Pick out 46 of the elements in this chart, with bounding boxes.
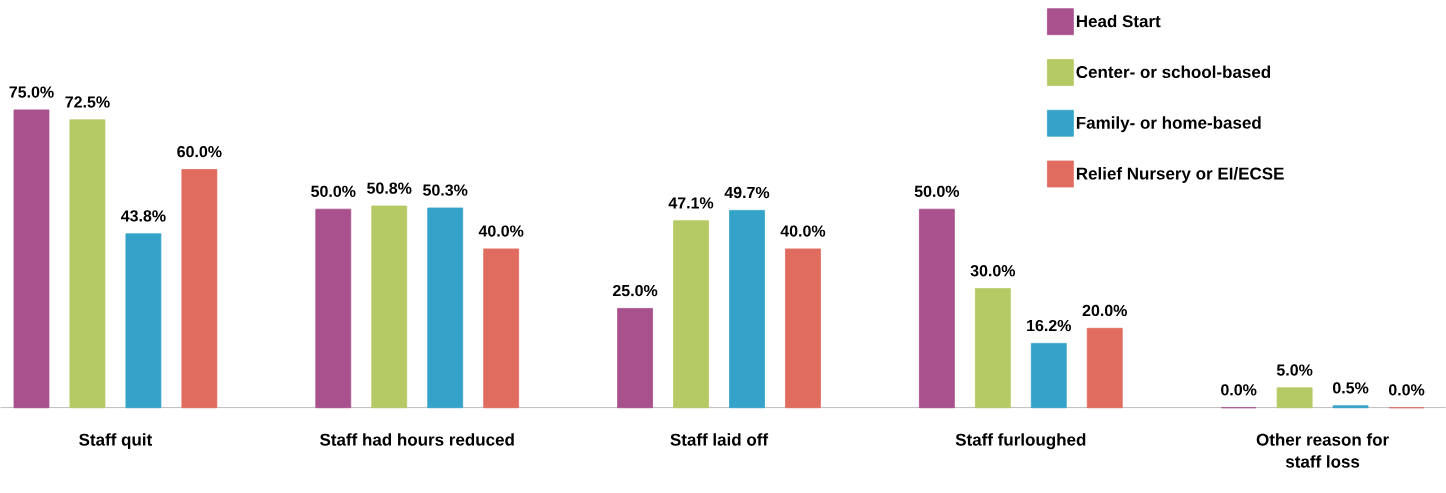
bar <box>785 248 821 409</box>
data-label: 75.0% <box>9 86 54 98</box>
data-label: 50.8% <box>367 182 412 194</box>
data-label: 5.0% <box>1276 364 1313 376</box>
bar <box>729 210 765 409</box>
bar <box>315 208 352 409</box>
legend-label: Head Start <box>1076 14 1161 28</box>
data-label: 43.8% <box>120 210 166 222</box>
data-label: 25.0% <box>612 285 658 297</box>
x-tick-label: Staff furloughed <box>955 433 1086 450</box>
bar <box>1030 343 1067 409</box>
bar <box>617 308 653 409</box>
data-label: 50.3% <box>423 184 468 196</box>
data-label: 30.0% <box>970 265 1016 277</box>
data-label: 60.0% <box>177 146 222 158</box>
bar <box>1086 328 1123 409</box>
data-label: 16.2% <box>1027 320 1072 332</box>
legend-label: Relief Nursery or EI/ECSE <box>1076 167 1284 184</box>
bar <box>1276 387 1313 409</box>
bar <box>427 207 464 409</box>
bar <box>974 288 1011 409</box>
data-label: 72.5% <box>65 96 110 108</box>
x-tick-label: Staff had hours reduced <box>320 433 514 446</box>
data-label: 49.7% <box>724 187 770 199</box>
bar <box>69 119 106 409</box>
data-label: 0.0% <box>1221 384 1257 396</box>
data-label: 47.1% <box>668 197 714 209</box>
data-label: 40.0% <box>478 225 524 237</box>
data-label: 40.0% <box>780 225 826 237</box>
legend-label: Center- or school-based <box>1076 65 1271 79</box>
bar <box>483 248 520 409</box>
data-label: 0.0% <box>1388 384 1425 396</box>
bar <box>673 220 709 409</box>
bar <box>371 205 408 409</box>
data-label: 20.0% <box>1082 304 1127 317</box>
bar <box>125 233 162 409</box>
data-label: 0.5% <box>1332 382 1369 394</box>
x-tick-label: Staff laid off <box>670 433 769 446</box>
x-tick-label: Other reason for staff loss <box>1256 433 1389 468</box>
bar <box>13 109 50 409</box>
legend-label: Family- or home-based <box>1076 116 1261 133</box>
bar <box>181 169 218 409</box>
bar <box>918 208 955 409</box>
data-label: 50.0% <box>311 185 356 198</box>
x-tick-label: Staff quit <box>79 433 153 450</box>
data-label: 50.0% <box>914 185 960 198</box>
